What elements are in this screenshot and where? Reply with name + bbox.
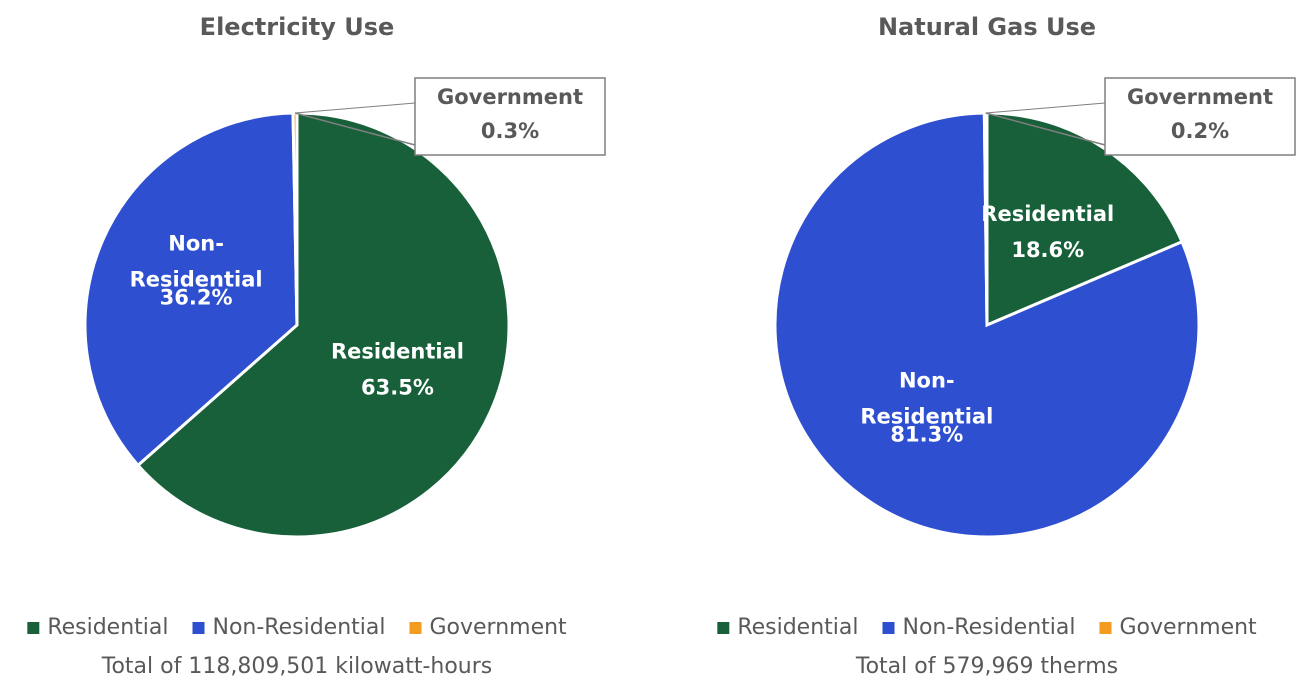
- callout-leader: [985, 102, 1106, 114]
- callout-leader: [294, 112, 416, 146]
- legend-swatch: [192, 622, 205, 634]
- legend-label: Residential: [47, 615, 168, 640]
- legend-label: Non-Residential: [903, 615, 1076, 640]
- callout-value: 0.2%: [1171, 119, 1229, 143]
- legend-label: Non-Residential: [213, 615, 386, 640]
- legend-label: Government: [429, 615, 567, 640]
- slice-label-name: Non- Residential: [860, 368, 993, 428]
- slice-label-name: Residential: [331, 339, 464, 363]
- slice-label-name: Residential: [981, 202, 1114, 226]
- legend-swatch: [27, 622, 40, 634]
- callout-value: 0.3%: [481, 119, 539, 143]
- slice-label-line: Non-: [899, 368, 955, 392]
- slice-label-name: Non- Residential: [130, 232, 263, 292]
- legend: Residential Non-Residential Government: [717, 615, 1257, 640]
- slice-label-value: 81.3%: [890, 422, 963, 446]
- slice-label-line: Residential: [130, 268, 263, 292]
- pie-slice: [985, 111, 1184, 328]
- callout-leader: [294, 102, 416, 114]
- callout-name: Government: [1127, 85, 1273, 109]
- slice-label-value: 18.6%: [1011, 238, 1084, 262]
- slice-label-value: 36.2%: [160, 286, 233, 310]
- callout-box: [414, 77, 606, 156]
- legend-swatch: [717, 622, 730, 634]
- legend-label: Government: [1119, 615, 1257, 640]
- chart-title: Natural Gas Use: [878, 13, 1096, 41]
- caption: Total of 118,809,501 kilowatt-hours: [101, 654, 492, 679]
- callout-box: [1104, 77, 1296, 156]
- callout-name: Government: [437, 85, 583, 109]
- slice-label-value: 63.5%: [361, 375, 434, 399]
- legend-swatch: [409, 622, 422, 634]
- pie-slice: [83, 111, 299, 468]
- slice-label-line: Residential: [860, 404, 993, 428]
- chart-title: Electricity Use: [200, 13, 395, 41]
- legend: Residential Non-Residential Government: [27, 615, 567, 640]
- callout-leader: [985, 112, 1106, 146]
- slice-label-line: Non-: [168, 232, 224, 256]
- legend-swatch: [1099, 622, 1112, 634]
- caption: Total of 579,969 therms: [855, 654, 1118, 679]
- legend-label: Residential: [737, 615, 858, 640]
- legend-swatch: [882, 622, 895, 634]
